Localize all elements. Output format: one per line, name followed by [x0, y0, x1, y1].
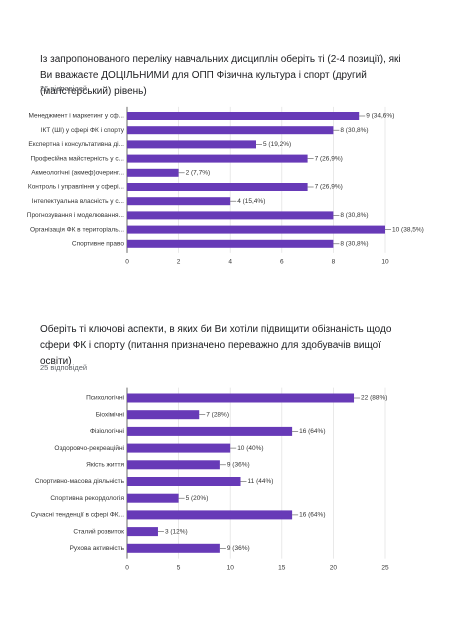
- bar: [127, 225, 385, 234]
- value-label: 16 (64%): [299, 428, 325, 435]
- category-label: Рухова активність: [70, 544, 125, 552]
- value-label: 22 (88%): [361, 395, 387, 402]
- category-label: Сучасні тенденції в сфері ФК...: [31, 511, 125, 519]
- x-tick-label: 15: [278, 565, 286, 572]
- value-label: 5 (20%): [186, 495, 209, 502]
- response-count: 26 відповідей: [40, 84, 88, 93]
- category-label: Акмеологічні (акмеф)очеринг...: [31, 169, 124, 177]
- bar: [127, 510, 293, 520]
- category-label: Організація ФК в територіаль...: [30, 225, 124, 233]
- category-label: ІКТ (ШІ) у сфері ФК і спорту: [41, 126, 125, 134]
- value-label: 7 (26,9%): [315, 155, 343, 162]
- x-tick-label: 5: [177, 565, 181, 572]
- category-label: Сталий розвиток: [73, 527, 124, 535]
- bar: [127, 543, 220, 553]
- category-label: Контроль і управління у сфері...: [28, 183, 124, 191]
- value-label: 2 (7,7%): [186, 170, 211, 177]
- value-label: 16 (64%): [299, 512, 325, 519]
- response-count: 25 відповідей: [40, 363, 88, 372]
- value-label: 10 (38,5%): [392, 226, 424, 233]
- category-label: Професійна майстерність у с...: [31, 154, 125, 162]
- x-tick-label: 0: [125, 565, 129, 572]
- bar-chart: 0 5 10 15 20 25 Психологічні 22 (88%) Біохімічні…: [31, 387, 389, 572]
- x-tick-label: 10: [227, 565, 235, 572]
- bar: [127, 410, 200, 420]
- value-label: 5 (19,2%): [263, 141, 291, 148]
- category-label: Фізіологічні: [90, 427, 124, 435]
- bar: [127, 527, 158, 537]
- category-label: Якість життя: [86, 461, 124, 469]
- bar: [127, 154, 308, 163]
- x-tick-label: 8: [332, 259, 336, 266]
- bar: [127, 426, 293, 436]
- x-tick-label: 6: [280, 259, 284, 266]
- x-tick-label: 25: [381, 565, 389, 572]
- value-label: 11 (44%): [248, 478, 274, 485]
- bar: [127, 211, 334, 220]
- bar: [127, 477, 241, 486]
- bar: [127, 140, 256, 149]
- bar: [127, 493, 179, 503]
- x-tick-label: 20: [330, 565, 338, 572]
- value-label: 4 (15,4%): [237, 198, 265, 205]
- bar: [127, 460, 220, 470]
- value-label: 7 (26,9%): [315, 184, 343, 191]
- category-label: Спортивно-масова діяльність: [35, 477, 125, 485]
- value-label: 9 (36%): [227, 545, 250, 552]
- value-label: 7 (28%): [206, 411, 229, 418]
- value-label: 3 (12%): [165, 528, 188, 535]
- category-label: Спортивна рекордологія: [50, 494, 124, 502]
- chart-title: Оберіть ті ключові аспекти, в яких би Ви…: [40, 324, 392, 367]
- x-tick-label: 10: [381, 259, 389, 266]
- bar: [127, 168, 179, 177]
- category-label: Спортивне право: [72, 241, 125, 248]
- x-tick-label: 2: [177, 259, 181, 266]
- category-label: Прогнозування і моделювання...: [27, 211, 124, 219]
- category-label: Менеджмент і маркетинг у сф...: [29, 112, 125, 120]
- category-label: Інтелектуальна власність у с...: [32, 197, 124, 205]
- value-label: 10 (40%): [237, 445, 263, 452]
- x-tick-label: 0: [125, 259, 129, 266]
- chart-title: Із запропонованого переліку навчальних д…: [40, 54, 401, 97]
- bar: [127, 126, 334, 135]
- category-label: Біохімічні: [96, 410, 124, 418]
- value-label: 8 (30,8%): [340, 241, 368, 248]
- value-label: 9 (34,6%): [366, 113, 394, 120]
- category-label: Оздоровчо-рекреаційні: [54, 444, 124, 452]
- bar: [127, 183, 308, 191]
- value-label: 8 (30,8%): [340, 212, 368, 219]
- bar: [127, 239, 334, 248]
- x-tick-label: 4: [228, 259, 232, 266]
- category-label: Психологічні: [86, 394, 124, 402]
- bar: [127, 393, 355, 403]
- category-label: Експертна і консультативна ді...: [28, 140, 124, 148]
- bar: [127, 112, 360, 120]
- bar-chart: 0 2 4 6 8 10 Менеджмент і маркетинг у сф... 9 (…: [27, 106, 424, 266]
- value-label: 8 (30,8%): [340, 127, 368, 134]
- bar: [127, 197, 231, 206]
- value-label: 9 (36%): [227, 462, 250, 469]
- bar: [127, 443, 231, 453]
